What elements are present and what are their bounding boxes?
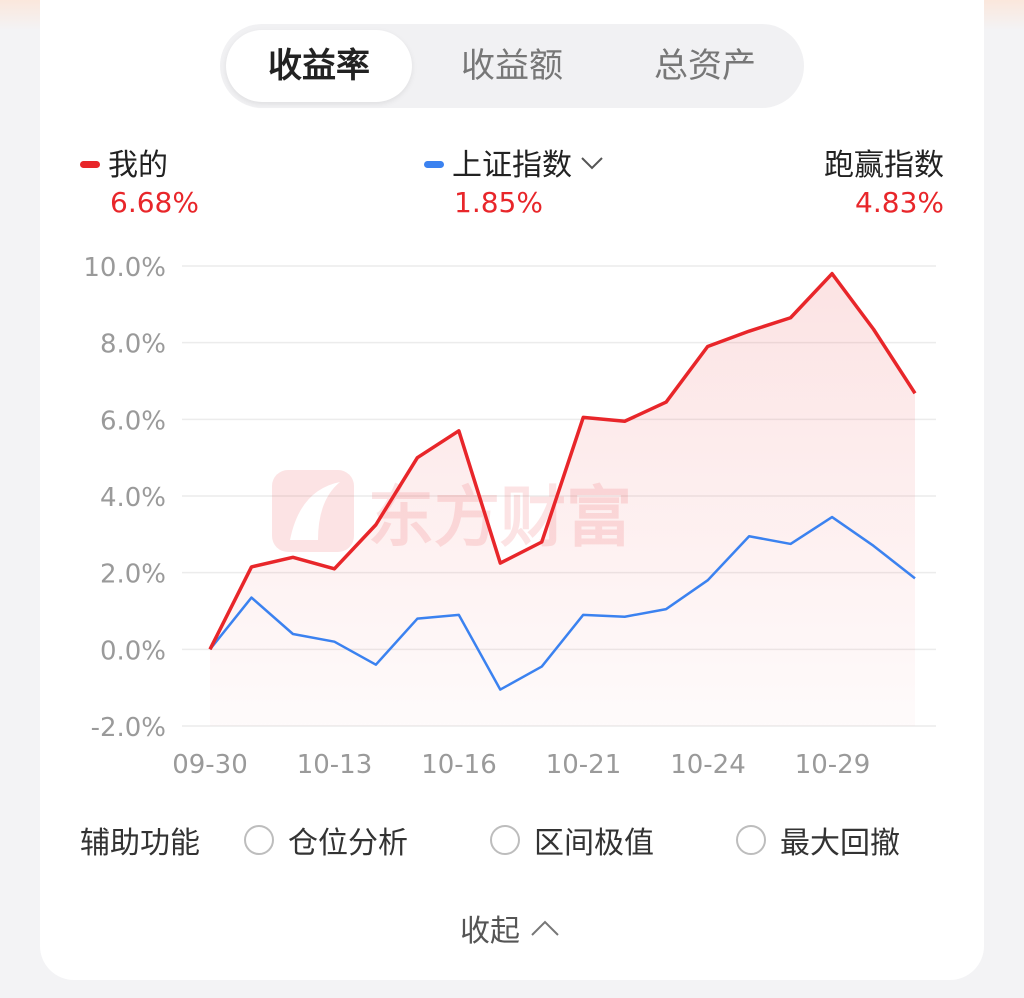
- series-line-mine: [208, 271, 917, 651]
- radio-circle-icon: [490, 825, 520, 855]
- x-tick-label: 10-24: [670, 750, 746, 780]
- index-selector[interactable]: 上证指数: [424, 140, 604, 184]
- x-tick-label: 10-21: [546, 750, 622, 780]
- return-line-chart: 东方财富 10.0%8.0%6.0%4.0%2.0%0.0%-2.0% 09-3…: [83, 253, 936, 780]
- legend-mine: 我的: [80, 140, 168, 184]
- legend-index-value: 1.85%: [454, 186, 543, 219]
- y-tick-label: 2.0%: [100, 560, 166, 590]
- legend-index-label: 上证指数: [452, 148, 572, 183]
- y-tick-label: 8.0%: [100, 330, 166, 360]
- aux-option-max-drawdown[interactable]: 最大回撤: [736, 818, 900, 862]
- tab-return-rate[interactable]: 收益率: [226, 30, 412, 102]
- aux-option-label: 最大回撤: [780, 826, 900, 861]
- x-tick-label: 09-30: [172, 750, 248, 780]
- radio-circle-icon: [736, 825, 766, 855]
- series-line-index: [209, 515, 916, 691]
- tab-return-amount[interactable]: 收益额: [461, 46, 563, 86]
- x-tick-label: 10-13: [297, 750, 373, 780]
- y-tick-label: -2.0%: [91, 713, 166, 743]
- legend-mine-label: 我的: [108, 148, 168, 183]
- y-tick-label: 10.0%: [83, 253, 166, 283]
- legend-mine-marker: [80, 161, 100, 168]
- watermark-logo: [272, 470, 354, 552]
- aux-option-position[interactable]: 仓位分析: [244, 818, 408, 862]
- x-tick-label: 10-16: [421, 750, 497, 780]
- aux-option-label: 仓位分析: [288, 826, 408, 861]
- x-tick-label: 10-29: [795, 750, 871, 780]
- y-tick-label: 6.0%: [100, 406, 166, 436]
- collapse-label: 收起: [460, 914, 520, 949]
- tab-total-assets[interactable]: 总资产: [654, 46, 756, 86]
- watermark-logo-mark: [290, 482, 340, 540]
- legend-index-marker: [424, 161, 444, 168]
- tab-switcher: 收益率 收益额 总资产: [220, 24, 804, 108]
- legend-mine-value: 6.68%: [110, 186, 199, 219]
- chevron-up-icon: [531, 920, 559, 936]
- collapse-button[interactable]: 收起: [460, 906, 560, 950]
- top-right-glow: [984, 0, 1024, 30]
- legend-beat-label: 跑赢指数: [824, 148, 944, 183]
- top-left-glow: [0, 0, 40, 30]
- y-tick-label: 4.0%: [100, 483, 166, 513]
- aux-option-range-extreme[interactable]: 区间极值: [490, 818, 654, 862]
- aux-option-label: 区间极值: [534, 826, 654, 861]
- chevron-down-icon: [581, 156, 603, 169]
- radio-circle-icon: [244, 825, 274, 855]
- area-fill-mine: [210, 273, 915, 726]
- y-tick-label: 0.0%: [100, 636, 166, 666]
- aux-label: 辅助功能: [80, 826, 200, 861]
- legend-beat-value: 4.83%: [855, 186, 944, 219]
